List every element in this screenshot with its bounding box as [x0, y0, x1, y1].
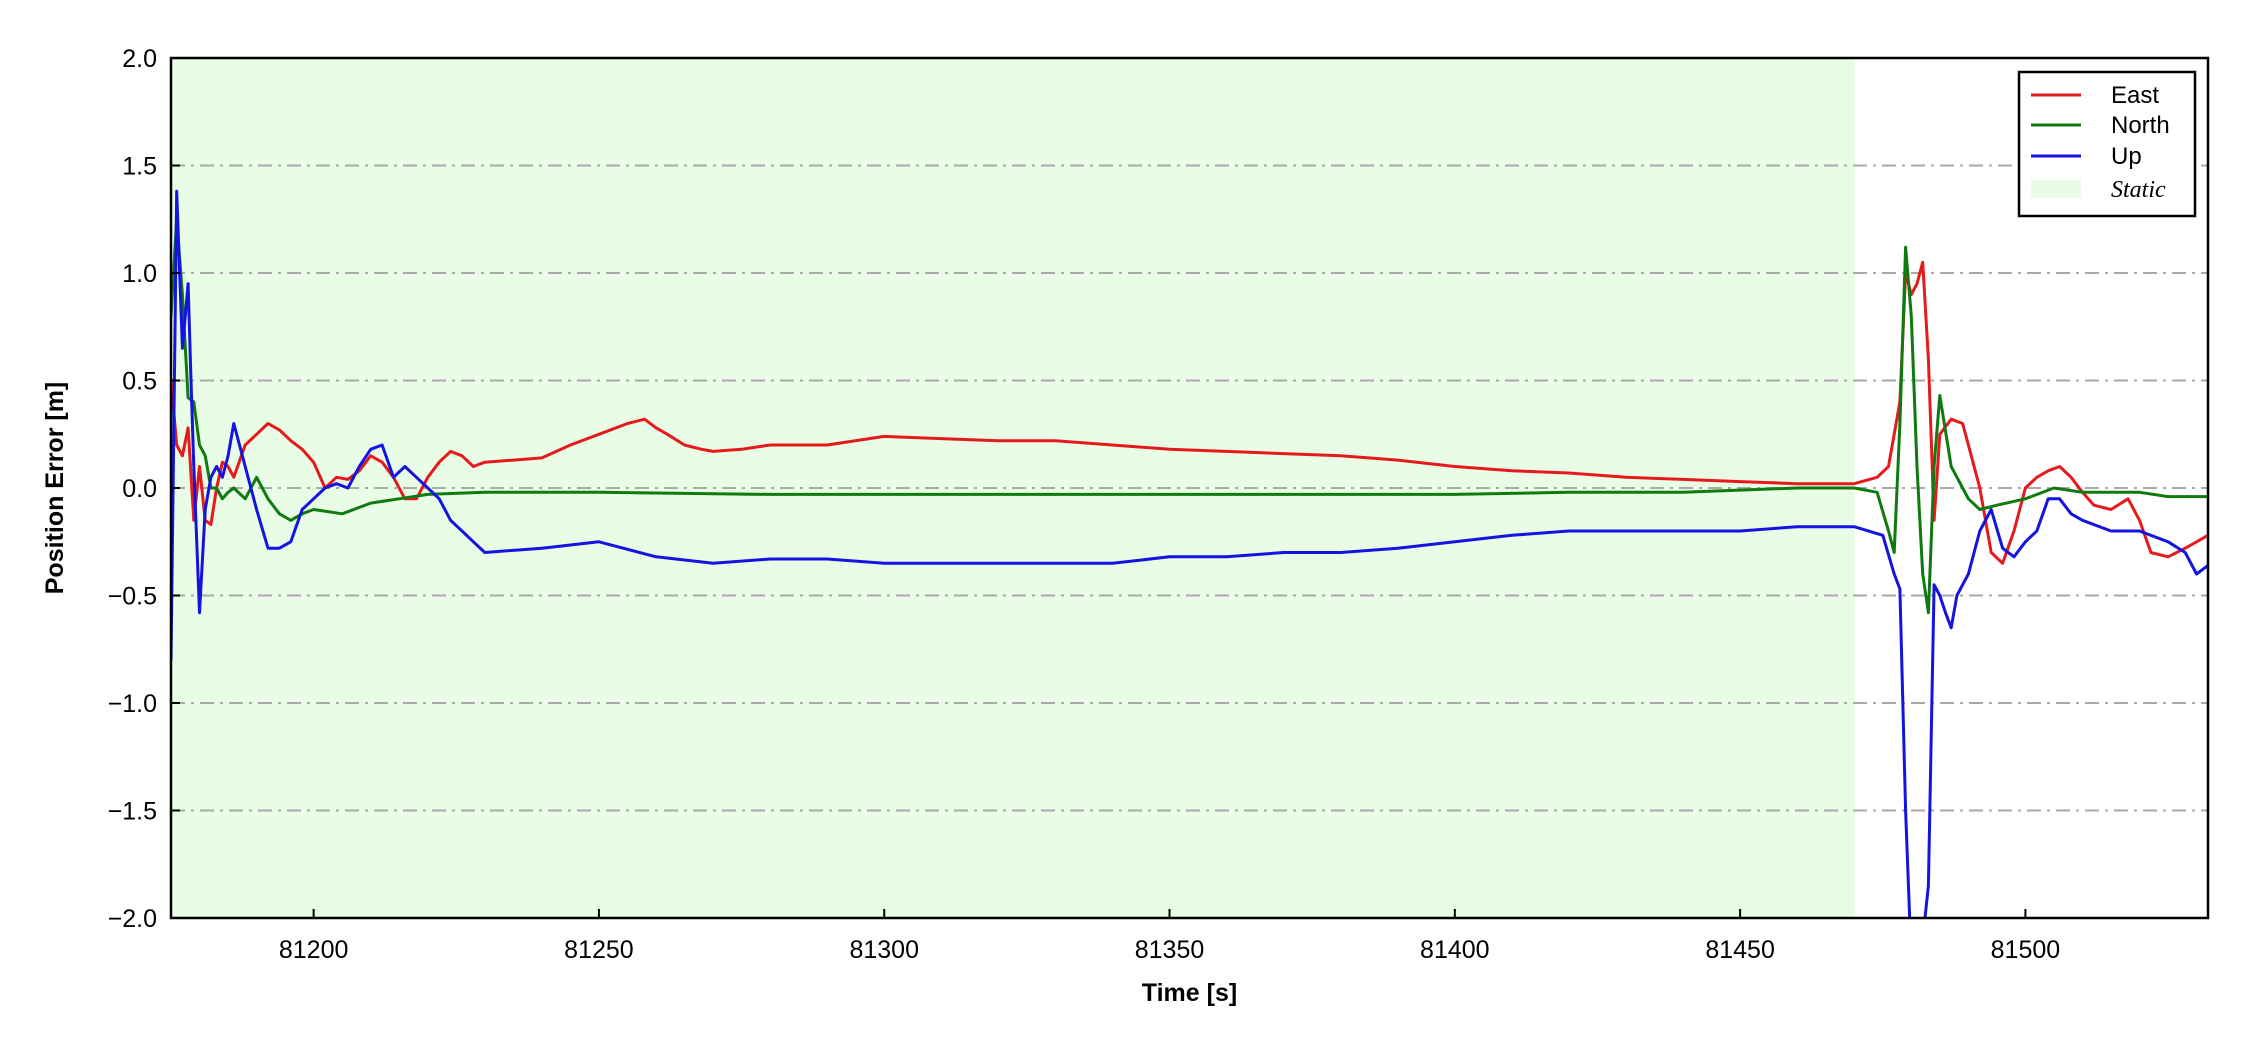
y-tick-label: 0.5 — [122, 368, 157, 396]
series-lines — [171, 189, 2208, 918]
series-line-north — [171, 217, 2208, 615]
legend-swatch-static — [2031, 180, 2081, 198]
y-tick-label: 0.0 — [122, 475, 157, 503]
y-tick-label: −2.0 — [108, 905, 157, 933]
y-tick-label: 1.0 — [122, 260, 157, 288]
x-tick-label: 81300 — [849, 936, 919, 964]
axis-ticks: 81200 81250 81300 81350 81400 81450 81500 −2.0 −… — [108, 45, 2061, 964]
x-tick-label: 81200 — [279, 936, 349, 964]
legend: East North Up Static — [2017, 70, 2197, 218]
x-tick-label: 81400 — [1420, 936, 1490, 964]
legend-label-static: Static — [2111, 177, 2166, 203]
y-tick-label: −1.5 — [108, 798, 157, 826]
x-axis-label: Time [s] — [1142, 979, 1237, 1007]
grid-lines — [171, 164, 2208, 812]
y-tick-label: 2.0 — [122, 45, 157, 73]
x-tick-label: 81450 — [1705, 936, 1775, 964]
legend-label-east: East — [2111, 82, 2159, 109]
y-tick-label: 1.5 — [122, 153, 157, 181]
series-line-up — [171, 189, 2208, 918]
legend-label-up: Up — [2111, 143, 2142, 170]
x-tick-label: 81250 — [564, 936, 634, 964]
y-tick-label: −0.5 — [108, 583, 157, 611]
legend-label-north: North — [2111, 112, 2170, 139]
y-axis-label: Position Error [m] — [41, 382, 69, 595]
y-tick-label: −1.0 — [108, 690, 157, 718]
series-line-east — [171, 260, 2208, 565]
x-tick-label: 81350 — [1135, 936, 1205, 964]
x-tick-label: 81500 — [1991, 936, 2061, 964]
